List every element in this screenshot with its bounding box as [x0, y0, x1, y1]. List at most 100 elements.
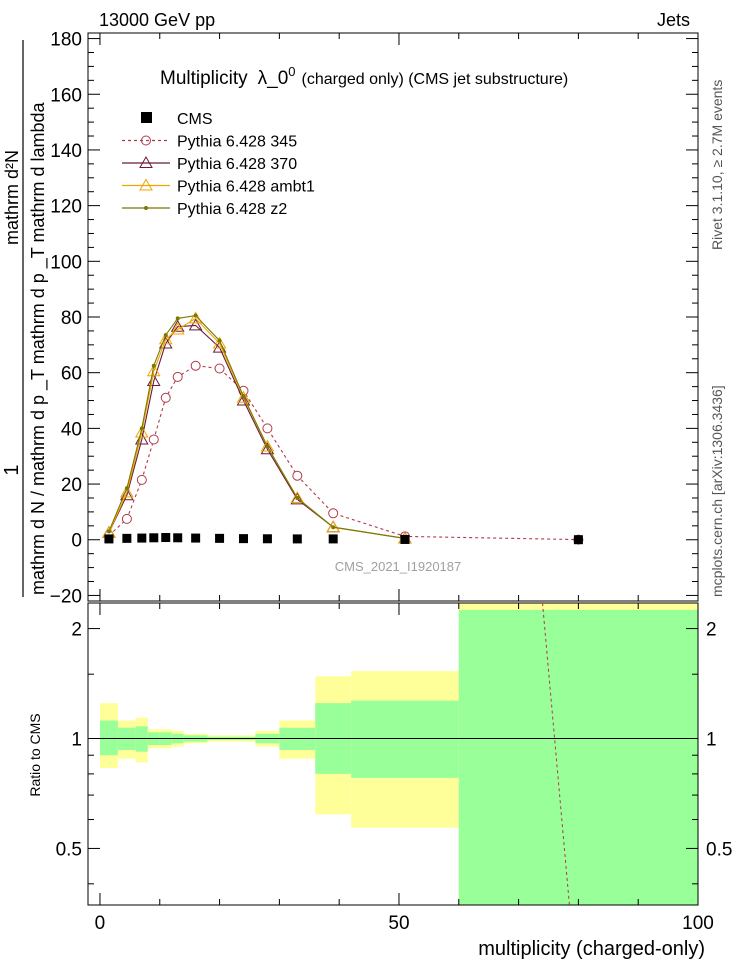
ratio-y-tick-label: 2 — [71, 620, 82, 641]
data-point — [170, 322, 185, 335]
data-point — [212, 336, 227, 349]
main-axes: −20 0 20 40 60 80 100 120 140 160 180 — [50, 30, 699, 607]
data-point — [146, 364, 161, 377]
y-tick-label: 80 — [61, 308, 82, 329]
rivet-version-label: Rivet 3.1.10, ≥ 2.7M events — [709, 80, 725, 250]
main-series-layer — [102, 311, 584, 545]
legend-marker-circle — [141, 135, 151, 146]
ratio-y-tick-label-right: 2 — [706, 620, 717, 641]
cms-data-point — [400, 534, 410, 544]
ratio-plot-frame — [87, 602, 699, 906]
ratio-y-tick-label: 1 — [71, 730, 82, 751]
legend-entry: Pythia 6.428 345 — [122, 134, 297, 151]
data-point — [151, 363, 156, 368]
cms-data-point — [161, 533, 171, 543]
ratio-uncertainty-band-inner — [351, 700, 459, 778]
legend-label: Pythia 6.428 370 — [177, 156, 297, 173]
legend-marker-dot — [144, 206, 148, 210]
legend: CMS Pythia 6.428 345 Pythia 6.428 370 Pythi… — [122, 111, 315, 218]
y-tick-label: 20 — [61, 475, 82, 496]
cms-data-point — [262, 534, 272, 544]
data-point — [172, 371, 183, 382]
cms-data-point — [292, 534, 302, 544]
data-point — [241, 394, 246, 399]
data-point — [217, 338, 222, 343]
data-point — [214, 363, 225, 374]
series-line — [108, 365, 579, 541]
data-point — [121, 513, 132, 524]
y-label-one: 1 — [1, 464, 23, 475]
y-tick-label: 140 — [50, 141, 82, 162]
data-point — [290, 490, 305, 503]
data-point — [139, 426, 144, 431]
data-point — [262, 423, 273, 434]
data-point — [163, 333, 168, 338]
series-pythia-6-428-345 — [103, 360, 584, 545]
data-point — [158, 332, 173, 345]
data-point — [236, 390, 251, 403]
analysis-watermark: CMS_2021_I1920187 — [335, 559, 462, 574]
ratio-uncertainty-band-inner — [135, 726, 148, 752]
data-point — [134, 425, 149, 438]
data-point — [190, 360, 201, 371]
data-point — [331, 525, 336, 530]
legend-label: Pythia 6.428 z2 — [177, 201, 287, 218]
cms-data-point — [122, 533, 132, 543]
data-point — [124, 486, 129, 491]
x-tick-label: 100 — [682, 913, 714, 934]
x-tick-label: 0 — [95, 913, 106, 934]
data-point — [106, 529, 111, 534]
ratio-axes: 0.5 0.5 1 1 2 2 0 50 100 — [56, 603, 732, 934]
data-point — [295, 495, 300, 500]
y-tick-label: 120 — [50, 197, 82, 218]
series-pythia-6-428-370 — [102, 318, 412, 544]
data-point — [260, 439, 275, 452]
data-point — [326, 520, 341, 533]
ratio-series-layer — [542, 602, 570, 906]
data-point — [328, 508, 339, 519]
mcplots-source-label: mcplots.cern.ch [arXiv:1306.3436] — [709, 385, 725, 597]
data-point — [160, 392, 171, 403]
data-point — [148, 434, 159, 445]
legend-entry: Pythia 6.428 z2 — [122, 201, 287, 218]
y-tick-label: 100 — [50, 252, 82, 273]
plot-title: Multiplicity λ_00 (charged only) (CMS jet … — [160, 64, 568, 89]
ratio-uncertainty-band-inner — [458, 609, 698, 905]
cms-data-point — [573, 535, 583, 545]
data-point — [120, 485, 134, 498]
legend-entry: CMS — [141, 111, 213, 128]
x-tick-label: 50 — [388, 913, 409, 934]
y-label-numerator: mathrm d²N — [2, 150, 22, 245]
data-point — [265, 444, 270, 449]
y-tick-label: 180 — [50, 30, 82, 51]
cms-data-point — [137, 533, 147, 543]
data-point — [193, 313, 198, 318]
series-pythia-6-428-z2 — [106, 313, 407, 541]
data-point — [170, 319, 185, 332]
y-tick-label: −20 — [50, 586, 82, 607]
x-axis-label: multiplicity (charged-only) — [478, 938, 705, 960]
ratio-line-pythia-345 — [542, 602, 570, 906]
legend-label: Pythia 6.428 345 — [177, 134, 297, 151]
data-point — [260, 442, 275, 455]
ratio-y-axis-label: Ratio to CMS — [27, 713, 43, 796]
cms-data-point — [104, 534, 114, 544]
y-label-denominator: mathrm d N / mathrm d p _T mathrm d p _T… — [28, 102, 49, 595]
cms-data-point — [191, 533, 201, 543]
legend-marker-square — [141, 112, 152, 123]
ratio-y-tick-label-right: 1 — [706, 730, 717, 751]
data-point — [188, 318, 203, 331]
ratio-uncertainty-band-inner — [99, 720, 118, 756]
header-jets-label: Jets — [657, 10, 690, 30]
data-point — [136, 474, 147, 485]
cms-data-point — [328, 534, 338, 544]
legend-label: CMS — [177, 111, 213, 128]
series-cms — [104, 533, 583, 545]
data-point — [236, 393, 251, 406]
ratio-y-tick-label: 0.5 — [56, 839, 82, 860]
y-tick-label: 160 — [50, 85, 82, 106]
cms-data-point — [149, 533, 159, 543]
legend-entry: Pythia 6.428 370 — [122, 155, 297, 173]
ratio-y-tick-label-right: 0.5 — [706, 839, 732, 860]
